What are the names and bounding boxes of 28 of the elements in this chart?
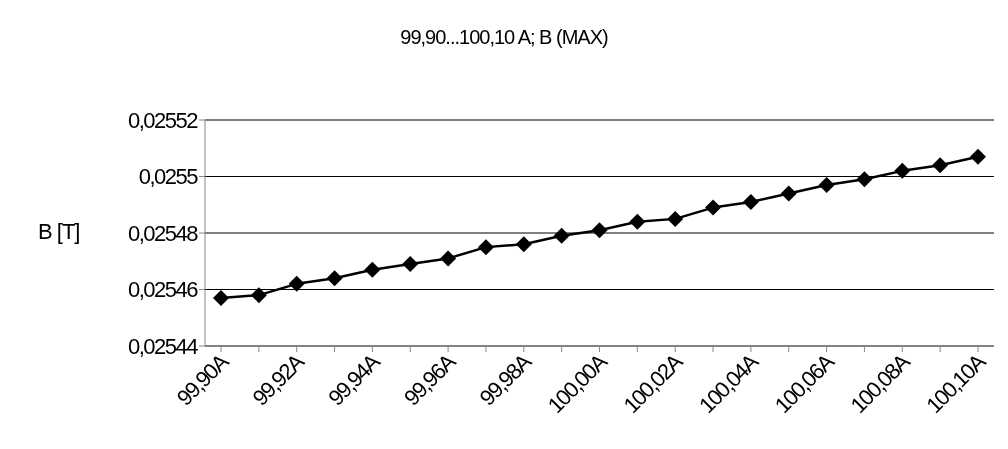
- point: [402, 256, 419, 273]
- point: [970, 148, 986, 165]
- point: [326, 270, 343, 287]
- point: [667, 210, 684, 227]
- point: [288, 275, 305, 292]
- point: [894, 162, 911, 179]
- point: [213, 289, 229, 306]
- point: [629, 213, 646, 230]
- y-tick-label: 0,02552: [127, 107, 199, 133]
- point: [477, 239, 494, 256]
- point: [705, 199, 722, 216]
- y-tick-label: 0,02548: [127, 220, 199, 246]
- point: [591, 222, 608, 239]
- point: [440, 250, 457, 267]
- y-tick-label: 0,02544: [127, 333, 199, 359]
- point: [364, 261, 381, 278]
- point: [742, 193, 759, 210]
- point: [780, 185, 797, 202]
- point: [932, 157, 949, 174]
- point: [818, 176, 835, 193]
- point: [856, 171, 873, 188]
- chart-title: 99,90...100,10 A; B (MAX): [399, 26, 609, 49]
- y-tick-label: 0,02546: [127, 277, 199, 303]
- y-tick-label: 0,0255: [138, 164, 199, 190]
- point: [553, 227, 570, 244]
- y-axis-title: B [T]: [38, 219, 80, 245]
- point: [250, 287, 267, 304]
- point: [515, 236, 532, 253]
